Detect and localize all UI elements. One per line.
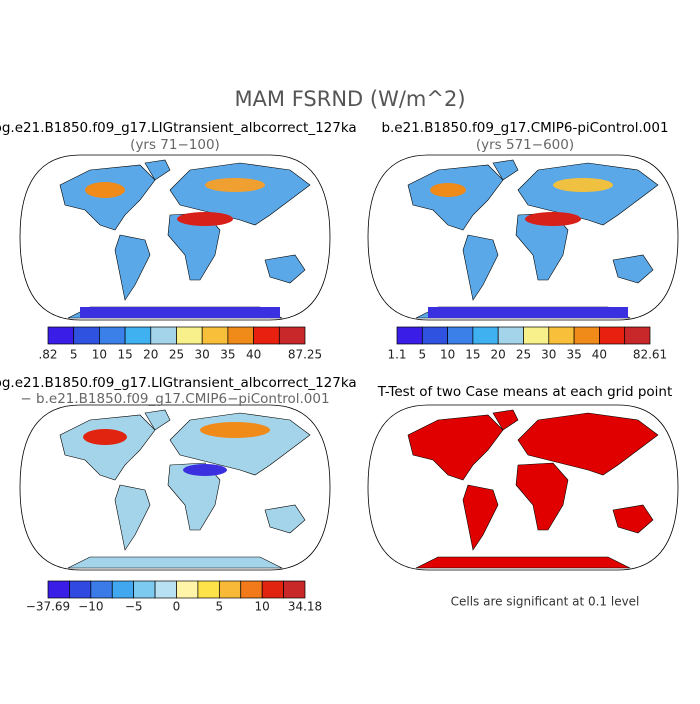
colorbar-box — [124, 326, 152, 345]
colorbar-box — [240, 580, 263, 599]
colorbar-label: 5 — [70, 348, 78, 362]
colorbar-label: 35 — [220, 348, 235, 362]
colorbar-box — [396, 326, 423, 345]
colorbar-label: 10 — [92, 348, 107, 362]
colorbar-box — [278, 326, 306, 345]
colorbar-box — [90, 580, 113, 599]
colorbar-box — [227, 326, 254, 345]
map — [367, 154, 679, 321]
map — [19, 404, 331, 571]
colorbar-label: −10 — [78, 600, 103, 614]
colorbar-label: 40 — [592, 348, 607, 362]
colorbar-box — [624, 326, 651, 345]
colorbar-box — [253, 326, 280, 345]
colorbar-box — [472, 326, 499, 345]
colorbar-label: 20 — [143, 348, 158, 362]
colorbar-label: 30 — [541, 348, 556, 362]
colorbar-box — [150, 326, 177, 345]
colorbar-label: −5 — [125, 600, 143, 614]
panel-title: bg.e21.B1850.f09_g17.LIGtransient_albcor… — [0, 375, 357, 391]
colorbar-box — [573, 326, 600, 345]
colorbar-label: 20 — [491, 348, 506, 362]
colorbar-label: .82 — [38, 348, 57, 362]
colorbar-label: 34.18 — [288, 600, 322, 614]
colorbar-label: 15 — [465, 348, 480, 362]
colorbar-label: 25 — [169, 348, 184, 362]
panel-title: bg.e21.B1850.f09_g17.LIGtransient_albcor… — [0, 120, 357, 136]
panel-title: b.e21.B1850.f09_g17.CMIP6-piControl.001 — [381, 120, 668, 136]
colorbar-box — [176, 580, 199, 599]
map — [19, 154, 331, 321]
colorbar-label: 5 — [418, 348, 426, 362]
colorbar-box — [47, 326, 75, 345]
colorbar-box — [218, 580, 242, 599]
colorbar-box — [201, 326, 229, 345]
figure-title: MAM FSRND (W/m^2) — [234, 87, 465, 111]
colorbar-box — [523, 326, 550, 345]
map — [367, 404, 679, 571]
colorbar-label: 82.61 — [633, 348, 667, 362]
colorbar-box — [111, 580, 135, 599]
panel-title: T-Test of two Case means at each grid po… — [377, 384, 673, 400]
colorbar-box — [69, 580, 92, 599]
colorbar-label: 35 — [566, 348, 581, 362]
panel-subtitle: − b.e21.B1850.f09_g17.CMIP6−piControl.00… — [20, 391, 329, 407]
colorbar-box — [283, 580, 306, 599]
colorbar-box — [133, 580, 156, 599]
colorbar-box — [261, 580, 284, 599]
colorbar-box — [99, 326, 126, 345]
colorbar-box — [447, 326, 474, 345]
panel-subtitle: (yrs 571−600) — [476, 137, 574, 153]
colorbar-box — [47, 580, 70, 599]
colorbar-label: 87.25 — [288, 348, 322, 362]
colorbar-box — [73, 326, 100, 345]
colorbar-box — [154, 580, 177, 599]
colorbar-box — [176, 326, 203, 345]
colorbar-label: 10 — [440, 348, 455, 362]
colorbar-label: 30 — [195, 348, 210, 362]
colorbar-label: 0 — [173, 600, 181, 614]
colorbar-box — [599, 326, 626, 345]
colorbar-label: 25 — [516, 348, 531, 362]
colorbar-box — [548, 326, 575, 345]
colorbar-label: 1.1 — [387, 348, 406, 362]
colorbar-label: −37.69 — [26, 600, 70, 614]
colorbar-label: 15 — [117, 348, 132, 362]
panel-note: Cells are significant at 0.1 level — [451, 595, 640, 609]
colorbar-label: 10 — [255, 600, 270, 614]
colorbar-label: 5 — [216, 600, 224, 614]
colorbar-label: 40 — [246, 348, 261, 362]
colorbar-box — [497, 326, 524, 345]
panel-subtitle: (yrs 71−100) — [130, 137, 220, 153]
colorbar-box — [421, 326, 448, 345]
colorbar-box — [197, 580, 220, 599]
